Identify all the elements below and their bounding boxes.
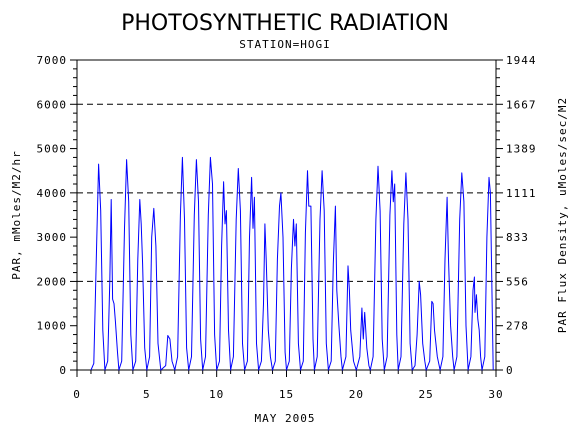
x-axis-label: MAY 2005 xyxy=(255,412,316,425)
reference-lines xyxy=(77,103,496,282)
y2-tick-label: 278 xyxy=(506,320,529,333)
series-line-0 xyxy=(90,156,494,371)
y-tick-label: 7000 xyxy=(37,54,68,67)
y2-tick-label: 1944 xyxy=(506,54,537,67)
y-tick-label: 6000 xyxy=(37,98,68,111)
x-tick-label: 20 xyxy=(349,388,364,401)
x-axis: 0 5 10 15 20 25 30 xyxy=(73,370,503,401)
y-tick-label: 4000 xyxy=(37,187,68,200)
x-tick-label: 5 xyxy=(143,388,151,401)
y-tick-label: 3000 xyxy=(37,231,68,244)
x-tick-label: 25 xyxy=(419,388,434,401)
y2-tick-label: 0 xyxy=(506,364,514,377)
y2-tick-label: 1111 xyxy=(506,187,537,200)
series-group xyxy=(90,156,494,371)
y-axis-label-left: PAR, mMoles/M2/hr xyxy=(10,150,23,280)
chart-title: PHOTOSYNTHETIC RADIATION xyxy=(121,11,449,36)
x-tick-label: 10 xyxy=(209,388,224,401)
y2-tick-label: 556 xyxy=(506,275,529,288)
y-axis-label-right: PAR Flux Density, uMoles/sec/M2 xyxy=(556,97,569,333)
y2-tick-label: 833 xyxy=(506,231,529,244)
x-tick-label: 15 xyxy=(279,388,294,401)
y-tick-label: 1000 xyxy=(37,320,68,333)
y-axis-right: 0 278 556 833 1111 1389 1667 1944 xyxy=(496,54,537,377)
y-tick-label: 0 xyxy=(59,364,67,377)
chart-subtitle: STATION=HOGI xyxy=(239,38,330,51)
y2-tick-label: 1389 xyxy=(506,143,537,156)
plot-frame xyxy=(76,59,497,371)
y-axis-left: 0 1000 2000 3000 4000 5000 6000 7000 xyxy=(37,54,77,377)
y-tick-label: 5000 xyxy=(37,143,68,156)
x-tick-label: 0 xyxy=(73,388,81,401)
y-tick-label: 2000 xyxy=(37,275,68,288)
x-tick-label: 30 xyxy=(488,388,503,401)
y2-tick-label: 1667 xyxy=(506,98,537,111)
